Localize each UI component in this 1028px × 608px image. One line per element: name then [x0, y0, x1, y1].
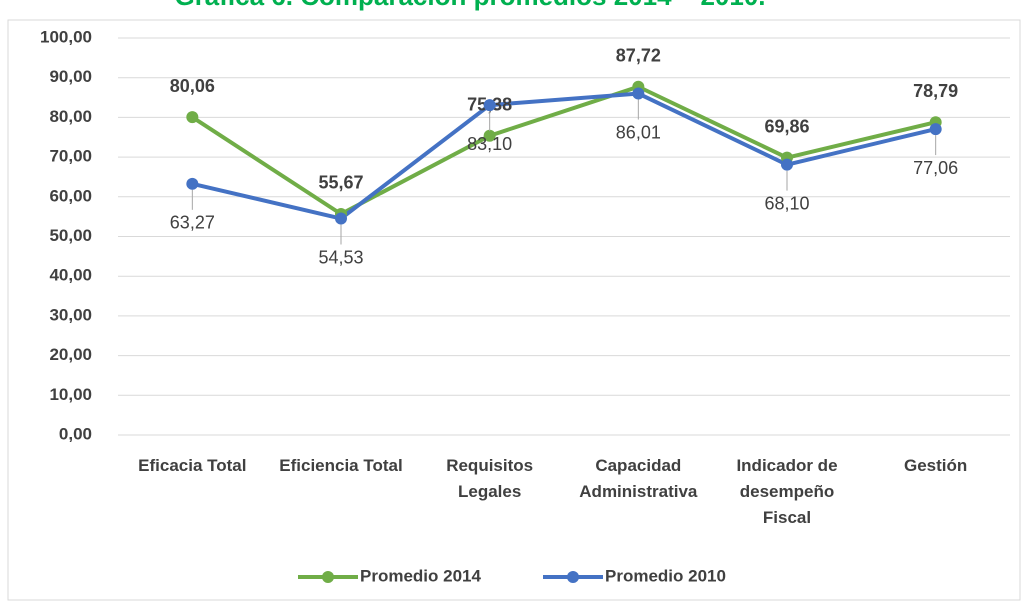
data-label: 83,10	[467, 134, 512, 154]
data-point	[335, 212, 347, 225]
y-tick-label: 70,00	[49, 147, 92, 166]
x-tick-label: Requisitos Legales	[446, 456, 534, 501]
y-tick-label: 20,00	[49, 345, 92, 364]
legend-label: Promedio 2014	[360, 566, 481, 585]
chart-title: Gráfica 6. Comparación promedios 2014 – …	[174, 0, 765, 11]
chart-border	[7, 19, 1021, 601]
y-tick-label: 90,00	[49, 67, 92, 86]
y-tick-label: 0,00	[59, 424, 92, 443]
data-point	[483, 129, 496, 142]
data-label: 87,72	[616, 46, 661, 66]
data-point	[781, 158, 793, 171]
data-label: 77,06	[913, 158, 958, 178]
x-tick-label: Eficiencia Total	[279, 456, 403, 475]
data-label: 78,79	[913, 81, 958, 101]
x-tick-label: Capacidad Administrativa	[579, 456, 698, 501]
y-tick-label: 60,00	[49, 186, 92, 205]
data-point	[929, 123, 942, 136]
series-line	[191, 84, 937, 216]
y-tick-label: 50,00	[49, 226, 92, 245]
legend-label: Promedio 2010	[605, 566, 726, 585]
data-label: 55,67	[318, 173, 363, 193]
data-point	[186, 111, 199, 124]
y-tick-label: 40,00	[49, 266, 92, 285]
data-label: 80,06	[170, 76, 215, 96]
x-tick-label: Eficacia Total	[138, 456, 247, 475]
data-label: 86,01	[616, 122, 661, 142]
legend-marker	[322, 571, 334, 583]
data-label: 69,86	[764, 116, 809, 136]
y-tick-label: 10,00	[49, 385, 92, 404]
data-label: 68,10	[764, 193, 809, 213]
series-line	[191, 91, 937, 221]
data-point	[186, 177, 199, 190]
x-tick-label: Indicador de desempeño Fiscal	[736, 456, 838, 527]
y-tick-label: 30,00	[49, 305, 92, 324]
x-tick-label: Gestión	[904, 456, 968, 475]
y-tick-label: 80,00	[49, 107, 92, 126]
data-point	[483, 99, 496, 112]
data-label: 54,53	[318, 247, 363, 267]
data-point	[632, 87, 645, 100]
legend-marker	[567, 571, 579, 583]
y-tick-label: 100,00	[40, 27, 92, 46]
data-label: 63,27	[170, 213, 215, 233]
